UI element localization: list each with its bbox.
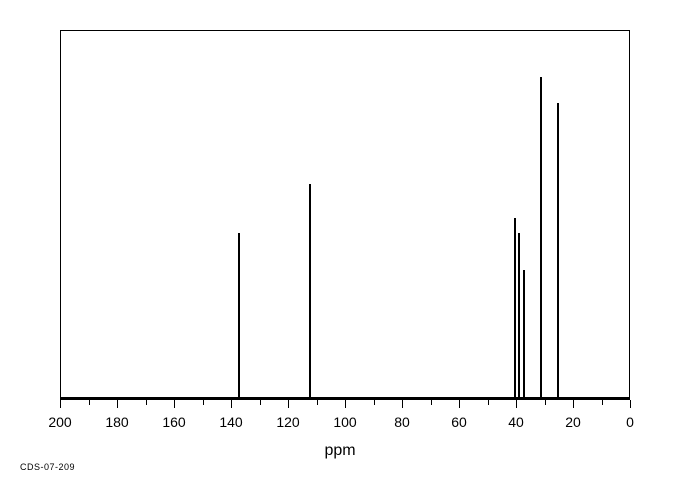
spectrum-peak: [309, 184, 311, 399]
x-tick-major: [231, 400, 232, 408]
x-tick-major: [117, 400, 118, 408]
x-tick-major: [630, 400, 631, 408]
spectrum-peak: [540, 77, 542, 399]
x-tick-label: 180: [105, 414, 128, 430]
x-tick-minor: [545, 400, 546, 405]
x-tick-major: [402, 400, 403, 408]
x-tick-major: [516, 400, 517, 408]
x-tick-minor: [602, 400, 603, 405]
x-tick-label: 160: [162, 414, 185, 430]
x-axis-title: ppm: [324, 442, 355, 460]
x-tick-minor: [431, 400, 432, 405]
x-tick-label: 40: [508, 414, 524, 430]
x-tick-label: 200: [48, 414, 71, 430]
x-tick-label: 140: [219, 414, 242, 430]
spectrum-peak: [518, 233, 520, 400]
x-tick-minor: [374, 400, 375, 405]
x-tick-major: [459, 400, 460, 408]
x-tick-minor: [203, 400, 204, 405]
x-tick-major: [288, 400, 289, 408]
spectrum-peak: [557, 103, 559, 399]
spectrum-footer-id: CDS-07-209: [20, 462, 75, 472]
x-tick-minor: [488, 400, 489, 405]
x-tick-major: [60, 400, 61, 408]
x-tick-minor: [146, 400, 147, 405]
x-tick-minor: [317, 400, 318, 405]
x-tick-minor: [89, 400, 90, 405]
spectrum-peak: [523, 270, 525, 400]
x-tick-label: 0: [626, 414, 634, 430]
spectrum-baseline: [61, 397, 629, 399]
x-tick-major: [573, 400, 574, 408]
x-tick-label: 100: [333, 414, 356, 430]
spectrum-peak: [514, 218, 516, 399]
x-tick-label: 80: [394, 414, 410, 430]
x-tick-label: 20: [565, 414, 581, 430]
x-tick-label: 60: [451, 414, 467, 430]
nmr-plot-area: [60, 30, 630, 400]
spectrum-peak: [238, 233, 240, 400]
x-tick-major: [174, 400, 175, 408]
x-tick-label: 120: [276, 414, 299, 430]
x-tick-major: [345, 400, 346, 408]
x-tick-minor: [260, 400, 261, 405]
